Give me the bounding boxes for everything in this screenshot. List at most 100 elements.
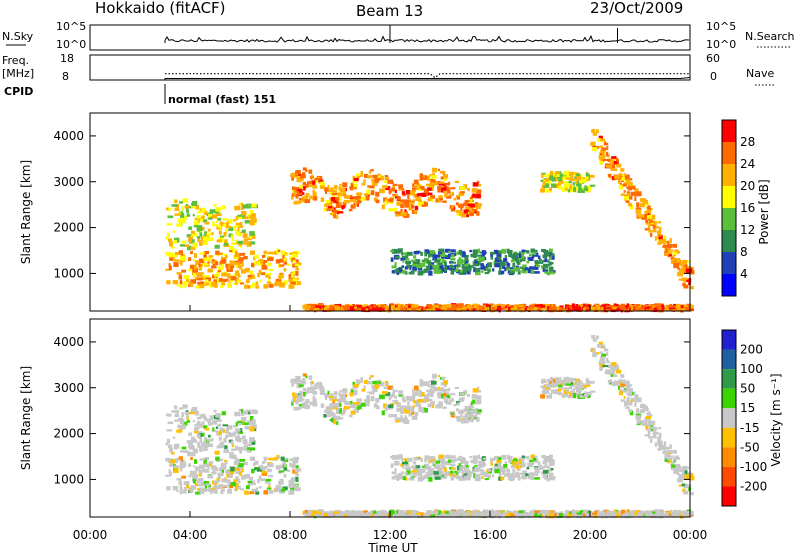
power-cell xyxy=(642,304,648,308)
power-cell xyxy=(571,303,575,308)
velocity-cell xyxy=(203,459,207,464)
velocity-cell xyxy=(622,389,627,393)
velocity-cell xyxy=(488,509,494,514)
power-cell xyxy=(470,195,473,200)
velocity-cell xyxy=(433,470,439,475)
power-cell xyxy=(410,307,416,311)
power-cell xyxy=(320,197,325,202)
velocity-cell xyxy=(538,467,544,470)
power-cell xyxy=(513,304,517,310)
power-cell xyxy=(209,209,214,213)
velocity-cell xyxy=(587,510,590,513)
power-cell xyxy=(218,230,222,235)
velocity-cell xyxy=(569,511,572,515)
velocity-cell xyxy=(242,439,248,445)
power-cell xyxy=(233,273,236,277)
power-cell xyxy=(391,248,397,253)
power-cell xyxy=(355,201,360,204)
velocity-cell xyxy=(214,480,220,483)
velocity-cell xyxy=(188,432,192,436)
velocity-cell xyxy=(609,371,612,376)
power-cell xyxy=(333,209,338,215)
power-cell xyxy=(301,196,307,199)
velocity-colorbar-tick: 100 xyxy=(740,362,763,376)
velocity-cell xyxy=(574,392,579,397)
velocity-cell xyxy=(448,510,452,514)
velocity-cell xyxy=(408,406,415,409)
velocity-cell xyxy=(399,418,404,423)
power-cell xyxy=(405,260,412,264)
power-cell xyxy=(549,175,552,178)
power-cell xyxy=(423,202,428,207)
power-cell xyxy=(235,215,238,221)
power-cell xyxy=(296,191,299,195)
velocity-cell xyxy=(202,469,209,472)
power-scatter-layer xyxy=(165,129,695,313)
power-cell xyxy=(215,207,221,211)
velocity-cell xyxy=(613,374,618,377)
power-cell xyxy=(611,156,617,159)
power-cell xyxy=(549,175,554,181)
power-cell xyxy=(454,269,459,272)
velocity-cell xyxy=(472,514,476,518)
velocity-cell xyxy=(439,476,444,480)
velocity-cell xyxy=(677,473,680,476)
velocity-cell xyxy=(676,513,679,518)
velocity-cell xyxy=(201,413,206,419)
power-cell xyxy=(503,258,508,262)
power-cell xyxy=(473,267,476,273)
power-cell xyxy=(388,189,392,194)
power-cell xyxy=(443,190,446,194)
velocity-cell xyxy=(658,440,663,446)
power-cell xyxy=(561,189,566,192)
velocity-cell xyxy=(323,414,327,418)
power-cell xyxy=(676,251,681,254)
power-cell xyxy=(337,192,342,196)
velocity-cell xyxy=(263,466,268,469)
velocity-cell xyxy=(635,397,642,403)
velocity-cell xyxy=(235,445,238,449)
power-cell xyxy=(431,174,437,179)
velocity-cell xyxy=(529,472,534,476)
velocity-cell xyxy=(409,471,412,476)
power-cell xyxy=(545,251,552,255)
power-cell xyxy=(585,172,589,177)
power-cell xyxy=(574,186,579,191)
velocity-cell xyxy=(239,467,244,470)
power-cell xyxy=(510,254,514,259)
power-cell xyxy=(173,259,180,262)
velocity-cell xyxy=(363,510,368,513)
power-cell xyxy=(450,254,455,258)
power-cell xyxy=(203,257,209,262)
power-cell xyxy=(219,221,223,227)
power-cell xyxy=(543,263,549,268)
velocity-cell xyxy=(490,462,494,466)
velocity-cell xyxy=(565,389,569,393)
power-cell xyxy=(179,279,183,283)
velocity-cell xyxy=(439,470,444,475)
velocity-cell xyxy=(549,510,553,514)
power-cell xyxy=(394,189,397,193)
power-cell xyxy=(570,188,575,193)
velocity-cell xyxy=(644,434,651,437)
velocity-cell xyxy=(292,484,299,488)
velocity-cell xyxy=(447,387,451,392)
velocity-cell xyxy=(634,394,639,398)
velocity-cell xyxy=(391,393,395,398)
power-cell xyxy=(251,234,256,239)
velocity-cell xyxy=(643,511,646,516)
velocity-cell xyxy=(236,429,241,432)
velocity-cell xyxy=(428,468,435,472)
velocity-cell xyxy=(350,389,354,393)
noise-left-label: N.Sky xyxy=(2,30,34,43)
power-cell xyxy=(538,261,544,264)
power-cell xyxy=(599,157,605,163)
power-cell xyxy=(370,190,375,196)
velocity-cell xyxy=(484,510,487,514)
power-cell xyxy=(518,253,522,259)
power-cell xyxy=(402,258,408,261)
power-cell xyxy=(514,267,520,272)
power-cell xyxy=(291,186,296,191)
velocity-cell xyxy=(501,454,506,460)
power-cell xyxy=(441,258,445,262)
